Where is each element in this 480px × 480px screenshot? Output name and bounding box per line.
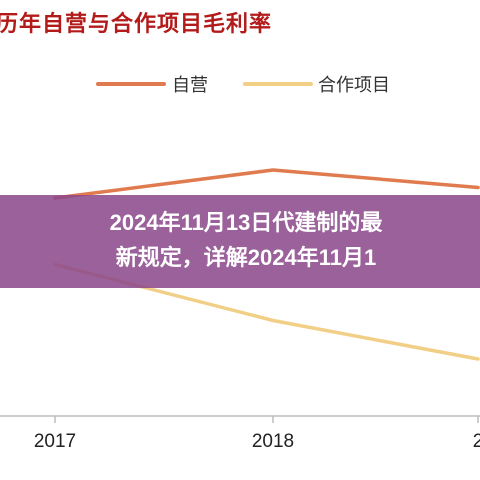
chart-title: 历年自营与合作项目毛利率 <box>0 12 273 37</box>
legend-label-1: 合作项目 <box>318 75 390 96</box>
x-axis-ticks: 2017 2018 2 <box>34 416 480 452</box>
series-line-0 <box>53 168 480 200</box>
x-tick-label: 2017 <box>34 431 76 452</box>
x-tick-label: 2 <box>473 431 480 452</box>
x-tick-label: 2018 <box>252 431 294 452</box>
headline-text: 2024年11月13日代建制的最 新规定，详解2024年11月1 <box>109 210 383 270</box>
chart-legend: 自营 合作项目 <box>96 75 390 96</box>
headline-banner: 2024年11月13日代建制的最 新规定，详解2024年11月1 <box>0 195 480 288</box>
legend-label-0: 自营 <box>172 75 208 96</box>
